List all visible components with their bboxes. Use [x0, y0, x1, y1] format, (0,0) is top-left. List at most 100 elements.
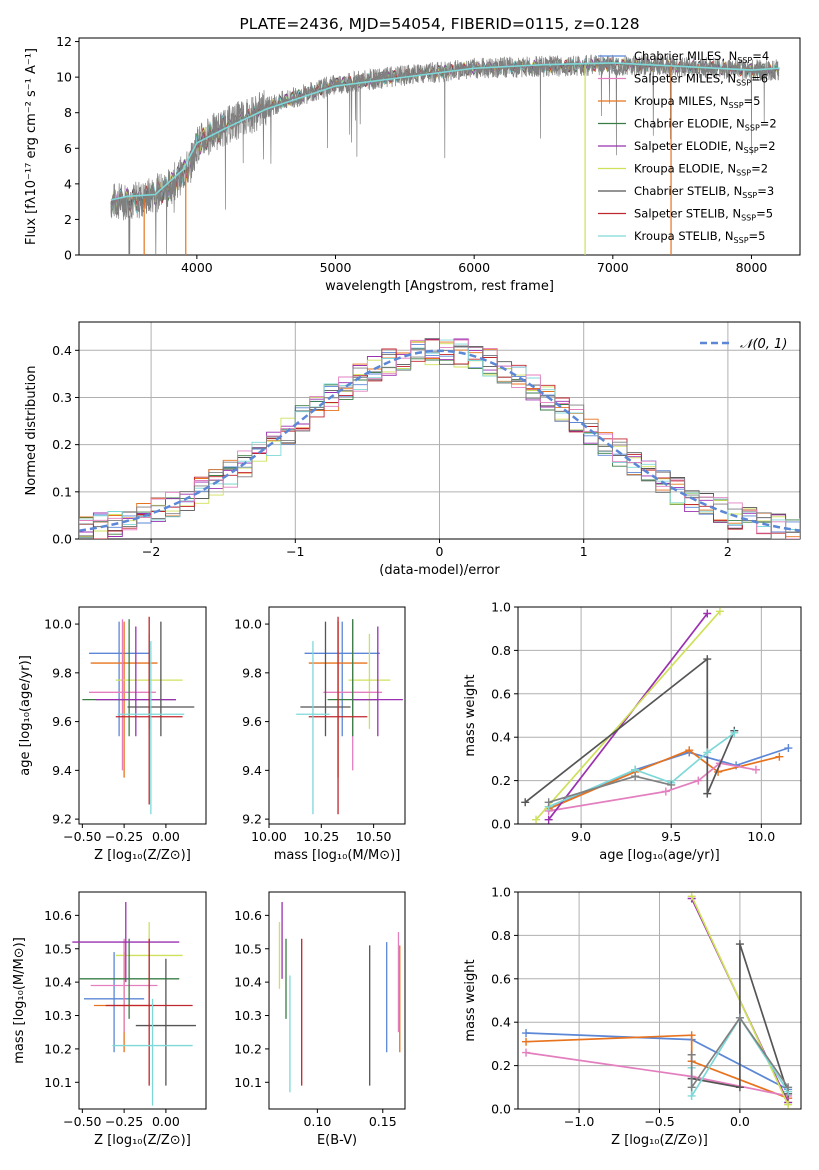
x-tick-label: 0.0 — [730, 1114, 750, 1129]
y-tick-label: 0.8 — [491, 928, 511, 943]
x-tick-label: −0.5 — [644, 1114, 674, 1129]
mass-weight-point — [532, 815, 541, 824]
mass-weight-point — [703, 655, 712, 664]
x-tick-label: 8000 — [736, 260, 768, 275]
legend-sub: SSP — [736, 169, 751, 178]
mass-weight-point — [687, 1083, 696, 1092]
y-tick-label: 10.4 — [44, 975, 72, 990]
x-axis-label: E(B-V) — [317, 1133, 357, 1148]
mass_vs_Z-panel: −0.50 −0.25 0.00 10.1 10.2 10.3 10.4 10.5 10.6 Z … — [12, 891, 207, 1148]
mass-weight-point — [735, 940, 744, 949]
y-tick-label: 9.4 — [242, 763, 262, 778]
plot-frame — [78, 891, 207, 1110]
x-tick-label: 0.10 — [303, 1114, 331, 1129]
legend-entry: Chabrier MILES, NSSP=4 — [634, 49, 769, 65]
mass-weight-point — [703, 748, 712, 757]
legend-suffix: =5 — [744, 94, 761, 108]
y-tick-label: 10.1 — [234, 1075, 262, 1090]
x-axis-label: (data-model)/error — [379, 563, 500, 578]
plot-frame — [268, 891, 406, 1110]
y-tick-label: 10.6 — [234, 908, 262, 923]
y-tick-label: 10 — [56, 70, 72, 85]
kroupa-stelib-line — [110, 62, 780, 201]
legend-entry: Kroupa MILES, NSSP=5 — [634, 94, 760, 110]
y-tick-label: 0.3 — [52, 390, 72, 405]
y-tick-label: 10.2 — [44, 1041, 72, 1056]
normal-curve — [78, 349, 801, 532]
y-tick-label: 0.6 — [491, 971, 511, 986]
mass-weight-point — [667, 780, 676, 789]
x-axis-label: mass [log₁₀(M/M⊙)] — [274, 848, 401, 863]
mass-weight-point — [784, 1100, 793, 1109]
plot-frame — [268, 606, 406, 825]
y-tick-label: 0.2 — [491, 773, 511, 788]
y-tick-label: 9.8 — [242, 665, 262, 680]
mass-weight-point — [703, 609, 712, 618]
y-tick-label: 10.5 — [234, 941, 262, 956]
legend-entry: Salpeter STELIB, NSSP=5 — [634, 207, 773, 223]
x-tick-label: −0.25 — [105, 1114, 143, 1129]
mass-weight-point — [685, 746, 694, 755]
y-tick-label: 1.0 — [491, 600, 511, 615]
legend-suffix: =5 — [749, 229, 766, 243]
legend-suffix: =2 — [760, 117, 777, 131]
legend-sub: SSP — [744, 146, 759, 155]
y-tick-label: 9.8 — [52, 665, 72, 680]
x-tick-label: −1.0 — [564, 1114, 594, 1129]
x-axis-label: Z [log₁₀(Z/Z⊙)] — [611, 1133, 708, 1148]
legend-entry: Chabrier ELODIE, NSSP=2 — [634, 117, 777, 133]
legend-sub: SSP — [745, 124, 760, 133]
x-tick-label: 0 — [436, 544, 444, 559]
y-tick-label: 0.0 — [491, 1102, 511, 1117]
legend-entry: Kroupa STELIB, NSSP=5 — [634, 229, 765, 245]
x-tick-label: −2 — [142, 544, 160, 559]
x-tick-label: 4000 — [181, 260, 213, 275]
y-tick-label: 10.0 — [44, 617, 72, 632]
mass-weight-point — [735, 1013, 744, 1022]
y-tick-label: 10.1 — [44, 1075, 72, 1090]
mass-weight-point — [631, 772, 640, 781]
mass-weight-line — [535, 610, 721, 821]
y-tick-label: 9.2 — [242, 812, 262, 827]
x-axis-label: wavelength [Angstrom, rest frame] — [325, 279, 554, 294]
plot-frame — [78, 37, 801, 256]
mass-weight-point — [521, 798, 530, 807]
plot-frame — [517, 606, 802, 825]
y-axis-label: Flux [fλ10⁻¹⁷ erg cm⁻² s⁻¹ A⁻¹] — [24, 48, 39, 245]
y-tick-label: 10.6 — [44, 908, 72, 923]
x-tick-label: 10.00 — [251, 829, 287, 844]
x-tick-label: 10.25 — [303, 829, 339, 844]
y-tick-label: 0.0 — [491, 817, 511, 832]
y-tick-label: 4 — [64, 176, 72, 191]
x-axis-label: Z [log₁₀(Z/Z⊙)] — [94, 848, 191, 863]
spectrum-panel: 4000 5000 6000 7000 8000 0 2 4 6 8 10 12 wavelength … — [24, 15, 801, 294]
x-tick-label: 5000 — [320, 260, 352, 275]
mass-weight-point — [703, 789, 712, 798]
age_vs_mass-panel: 10.00 10.25 10.50 9.2 9.4 9.6 9.8 10.0 mass [log… — [234, 606, 406, 863]
plot-frame — [78, 606, 207, 825]
y-tick-label: 9.6 — [52, 714, 72, 729]
x-tick-label: 10.0 — [747, 829, 775, 844]
observed-spectrum-line — [110, 54, 780, 255]
legend-entry: Salpeter ELODIE, NSSP=2 — [634, 139, 776, 155]
x-axis-label: age [log₁₀(age/yr)] — [599, 848, 720, 863]
mass-weight-point — [687, 892, 696, 901]
y-tick-label: 10.2 — [234, 1041, 262, 1056]
y-tick-label: 8 — [64, 105, 72, 120]
legend-label: Chabrier ELODIE, N — [634, 117, 745, 131]
mass-weight-point — [730, 728, 739, 737]
legend-suffix: =6 — [751, 72, 768, 86]
mass-weight-line — [690, 1016, 789, 1091]
y-tick-label: 6 — [64, 141, 72, 156]
age_vs_Z-panel: −0.50 −0.25 0.00 9.2 9.4 9.6 9.8 10.0 Z [log₁₀(Z… — [18, 606, 207, 863]
y-axis-label: age [log₁₀(age/yr)] — [18, 655, 33, 776]
mass-weight-point — [522, 1048, 531, 1057]
mass-weight-point — [544, 815, 553, 824]
legend-suffix: =2 — [751, 162, 768, 176]
x-axis-label: Z [log₁₀(Z/Z⊙)] — [94, 1133, 191, 1148]
x-tick-label: 7000 — [597, 260, 629, 275]
legend-label: Kroupa ELODIE, N — [634, 162, 736, 176]
legend-label: Salpeter STELIB, N — [634, 207, 741, 221]
mass-weight-line — [548, 747, 789, 810]
legend-label: Chabrier MILES, N — [634, 49, 737, 63]
